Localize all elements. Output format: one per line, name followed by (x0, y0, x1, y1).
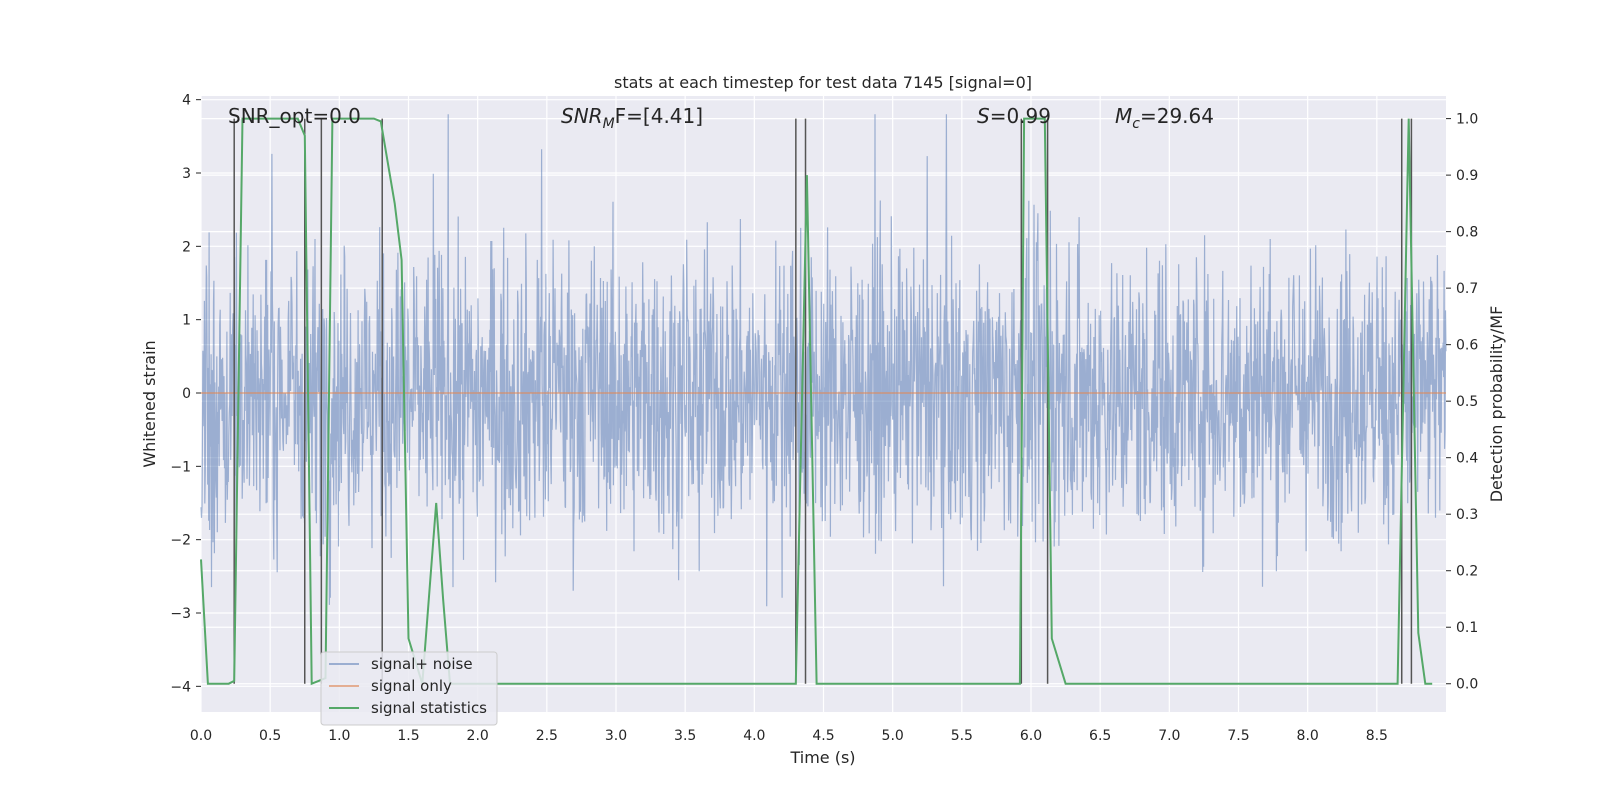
grid-layer (200, 96, 1446, 712)
y-right-tick-label: 0.2 (1456, 564, 1478, 580)
y-right-tick-label: 0.4 (1456, 451, 1478, 467)
x-tick-label: 1.0 (328, 728, 350, 744)
snr-mf-sub: M (603, 116, 615, 132)
x-tick-label: 0.5 (259, 728, 281, 744)
signal-statistics-series (200, 117, 1433, 686)
x-tick-label: 6.5 (1089, 728, 1111, 744)
y-right-tick-label: 0.7 (1456, 281, 1478, 297)
s-value: =0.99 (990, 104, 1051, 128)
snr-mf-rest: F=[4.41] (615, 104, 703, 128)
snr-opt-annotation: SNR_opt=0.0 (228, 104, 361, 128)
x-tick-label: 5.5 (951, 728, 973, 744)
y-right-tick-label: 0.3 (1456, 507, 1478, 523)
x-tick-label: 7.5 (1227, 728, 1249, 744)
legend-label-noise: signal+ noise (371, 655, 473, 673)
y-tick-label: −2 (170, 533, 191, 549)
x-tick-label: 4.0 (743, 728, 765, 744)
y-axis-label: Whitened strain (140, 340, 159, 467)
y-right-tick-label: 0.8 (1456, 225, 1478, 241)
legend-label-stats: signal statistics (371, 699, 487, 717)
x-tick-label: 3.0 (605, 728, 627, 744)
mc-value: =29.64 (1140, 104, 1214, 128)
noise-series (200, 114, 1447, 607)
tick-labels: 0.0 0.5 1.0 1.5 2.0 2.5 3.0 3.5 4.0 4.5 5.0 5.5 6.0 6… (170, 93, 1478, 744)
x-tick-label: 4.5 (812, 728, 834, 744)
x-tick-label: 2.5 (536, 728, 558, 744)
mc-annotation: Mc=29.64 (1115, 104, 1214, 132)
snr-mf-base: SNR (561, 104, 603, 128)
y-tick-label: 4 (182, 93, 191, 109)
x-tick-label: 8.0 (1297, 728, 1319, 744)
s-symbol: S (977, 104, 990, 128)
y-tick-label: −4 (170, 679, 191, 695)
statistics-line (200, 117, 1433, 686)
x-tick-label: 1.5 (397, 728, 419, 744)
y-right-tick-label: 0.1 (1456, 620, 1478, 636)
noise-line (200, 114, 1447, 607)
y-tick-label: 0 (182, 386, 191, 402)
y-right-tick-label: 0.0 (1456, 677, 1478, 693)
mc-sub: c (1132, 116, 1140, 132)
x-tick-label: 6.0 (1020, 728, 1042, 744)
legend-label-signal: signal only (371, 677, 452, 695)
x-axis-label: Time (s) (789, 748, 855, 767)
y-tick-label: 1 (182, 313, 191, 329)
chart-title: stats at each timestep for test data 714… (614, 73, 1032, 92)
y-tick-label: −1 (170, 459, 191, 475)
y-right-tick-label: 1.0 (1456, 112, 1478, 128)
y-tick-label: 3 (182, 166, 191, 182)
y-tick-label: −3 (170, 606, 191, 622)
mc-symbol: M (1115, 104, 1132, 128)
y-right-tick-label: 0.6 (1456, 338, 1478, 354)
legend-box (320, 651, 498, 726)
y-right-tick-label: 0.9 (1456, 168, 1478, 184)
s-annotation: S=0.99 (977, 104, 1051, 128)
legend: signal+ noise signal only signal statist… (320, 651, 498, 726)
x-tick-label: 3.5 (674, 728, 696, 744)
y-tick-label: 2 (182, 239, 191, 255)
x-tick-label: 0.0 (190, 728, 212, 744)
x-tick-label: 8.5 (1366, 728, 1388, 744)
snr-mf-annotation: SNRMF=[4.41] (561, 104, 703, 132)
y-axis-right-label: Detection probability/MF (1487, 306, 1506, 503)
y-right-tick-label: 0.5 (1456, 394, 1478, 410)
x-tick-label: 5.0 (882, 728, 904, 744)
x-tick-label: 2.0 (467, 728, 489, 744)
x-tick-label: 7.0 (1158, 728, 1180, 744)
